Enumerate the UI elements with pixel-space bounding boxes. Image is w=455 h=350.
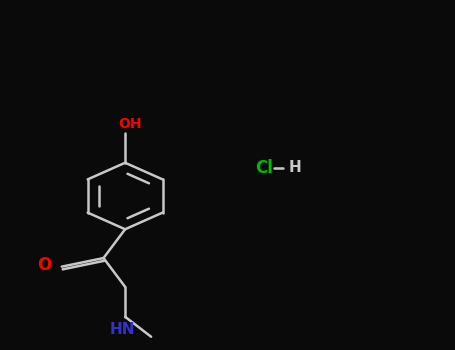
Text: HN: HN (110, 322, 136, 337)
Text: O: O (37, 256, 52, 274)
Text: H: H (289, 161, 302, 175)
Text: OH: OH (118, 117, 142, 131)
Text: Cl: Cl (255, 159, 273, 177)
